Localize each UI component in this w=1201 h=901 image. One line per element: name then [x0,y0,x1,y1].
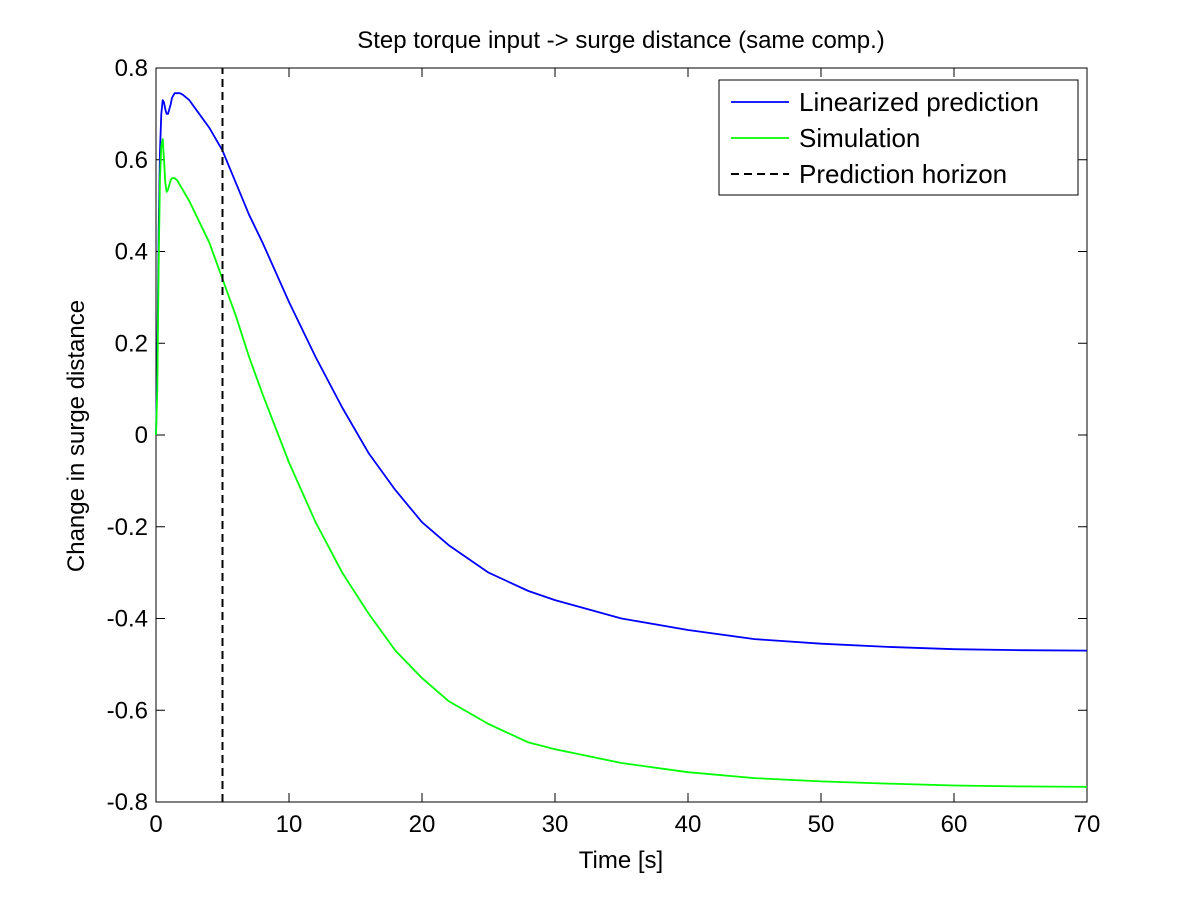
y-tick-label: 0.4 [115,239,148,266]
linearized-prediction-line [155,92,1088,652]
y-tick-label: 0.2 [115,330,148,357]
x-axis-title: Time [s] [579,847,663,874]
y-tick-label: -0.8 [107,789,148,816]
x-tick-label: 10 [276,811,303,838]
x-tick-label: 60 [941,811,968,838]
y-tick-label: 0.6 [115,147,148,174]
y-tick-label: -0.2 [107,514,148,541]
y-tick-label: -0.6 [107,697,148,724]
y-tick-label: -0.4 [107,606,148,633]
legend-label-prediction-horizon: Prediction horizon [799,159,1007,189]
legend-label-simulation: Simulation [799,123,920,153]
x-tick-label: 40 [675,811,702,838]
legend-label-linearized-prediction: Linearized prediction [799,87,1039,117]
plot-area: 0 10 20 30 40 50 60 70 -0.8 -0.6 -0.4 -0.2 0 0.2 0.4 0.… [107,55,1101,838]
simulation-line [155,138,1088,788]
x-tick-label: 50 [808,811,835,838]
y-tick-label: 0.8 [115,55,148,82]
x-tick-label: 30 [542,811,569,838]
y-tick-label: 0 [135,422,148,449]
y-axis-title: Change in surge distance [63,300,90,572]
x-tick-label: 20 [409,811,436,838]
x-tick-label: 0 [149,811,162,838]
chart-title: Step torque input -> surge distance (sam… [357,27,885,54]
x-tick-label: 70 [1074,811,1101,838]
